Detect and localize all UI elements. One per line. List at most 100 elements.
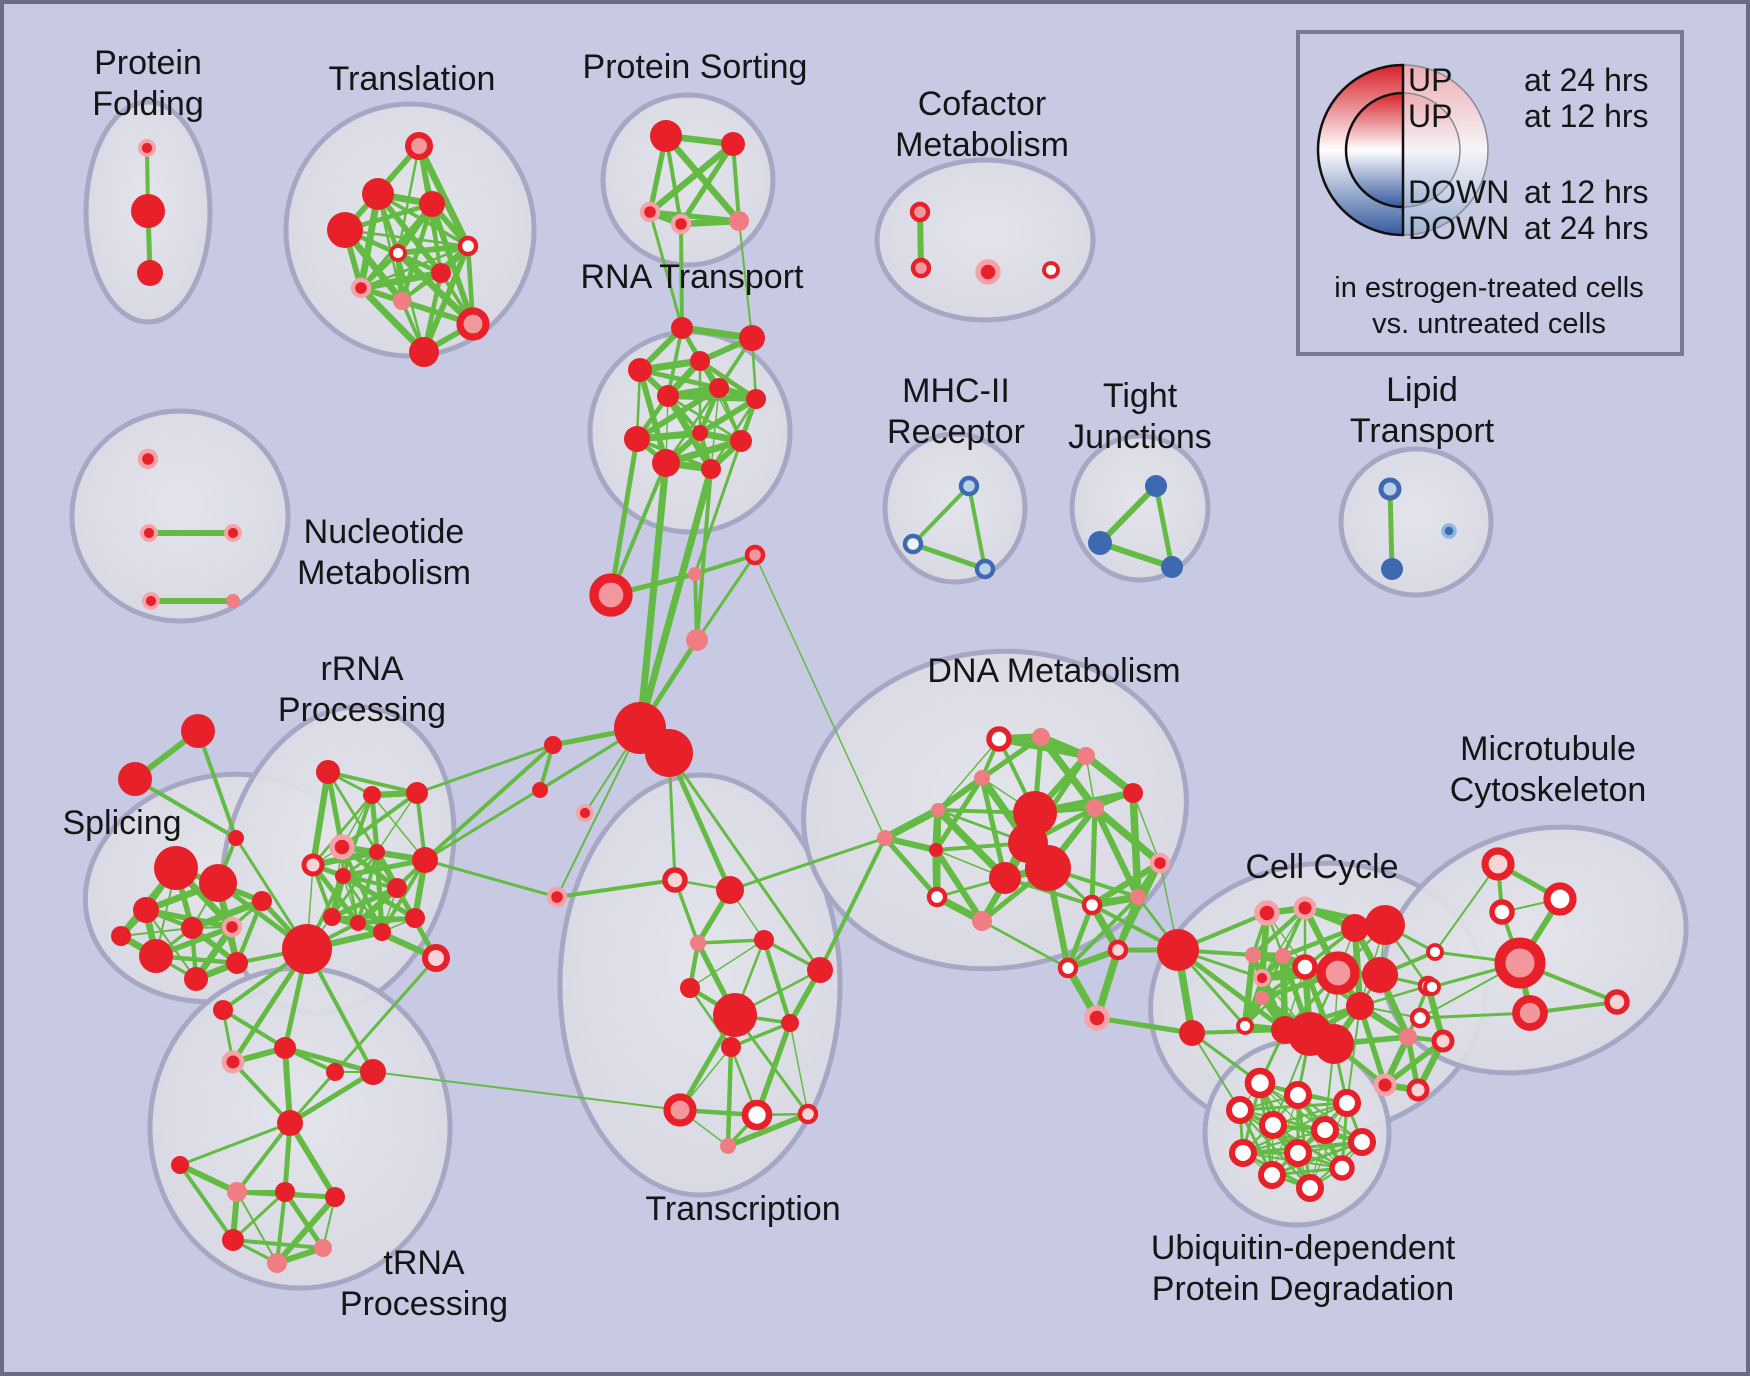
gene-node-mt9	[1409, 1007, 1431, 1029]
labels-layer: Protein Folding Translation Protein Sorting…	[62, 44, 1646, 1323]
gene-node-rt6	[709, 378, 729, 398]
gene-node-mt2	[1543, 882, 1577, 916]
gene-node-tnhub	[277, 1110, 303, 1136]
cluster-label-splicing: Splicing	[62, 804, 181, 842]
edge-translation	[343, 228, 470, 248]
gene-node-mt6	[1604, 989, 1630, 1015]
edge-link	[693, 572, 699, 642]
edge-rrna-processing	[356, 850, 379, 925]
edge-link	[1387, 486, 1395, 572]
edge-transcription	[789, 1022, 809, 1115]
gene-node-x4	[546, 886, 568, 908]
cluster-ellipse-lipid-transport	[1338, 446, 1494, 598]
gene-node-tn10	[267, 1253, 287, 1273]
edge-dna-metabolism	[934, 774, 986, 814]
edge-rna-transport	[697, 396, 759, 436]
edge-link	[178, 1121, 292, 1167]
gene-node-tn8	[325, 1187, 345, 1207]
edge-link	[666, 750, 733, 893]
gene-node-dm6	[877, 830, 893, 846]
gene-node-ps1	[650, 120, 682, 152]
edge-ubiquitin-degradation	[1270, 1101, 1349, 1177]
edge-trna-processing	[274, 1194, 338, 1266]
edge-rrna-processing	[311, 793, 374, 867]
edge-rrna-processing	[326, 770, 379, 854]
gene-node-rt2	[739, 325, 765, 351]
gene-node-cc16	[1346, 992, 1374, 1020]
gene-node-rt8	[624, 426, 650, 452]
cluster-label-rrna-processing: rRNA Processing	[278, 650, 446, 729]
edge-protein-sorting	[662, 132, 743, 225]
edge-link	[693, 553, 757, 576]
edge-transcription	[761, 937, 793, 1026]
edge-protein-sorting	[646, 140, 737, 216]
edge-link	[133, 777, 238, 840]
cluster-label-microtubule-cytoskeleton: Microtubule Cytoskeleton	[1450, 730, 1647, 809]
gene-node-t6	[389, 244, 407, 262]
edge-cell-cycle	[1241, 951, 1257, 1030]
gene-node-t1	[404, 131, 434, 161]
gene-node-ps2	[721, 132, 745, 156]
gene-node-rt12	[701, 459, 721, 479]
gene-node-cf2	[910, 257, 932, 279]
legend-direction-3: DOWN	[1408, 210, 1509, 246]
gene-node-ub5	[1258, 1110, 1288, 1140]
edge-rrna-processing	[326, 770, 419, 795]
edge-trna-processing	[177, 1162, 240, 1195]
edge-cell-cycle	[1261, 907, 1306, 979]
gene-node-n2	[140, 524, 158, 542]
edge-link	[636, 459, 670, 732]
edge-rna-transport	[710, 387, 720, 470]
edge-link	[608, 436, 640, 598]
gene-node-pf2	[131, 194, 165, 228]
edge-dna-metabolism	[1089, 805, 1098, 908]
gene-node-dm3	[1077, 747, 1095, 765]
gene-node-rr9	[412, 847, 438, 873]
gene-node-m1	[958, 475, 980, 497]
gene-node-rr6	[335, 868, 351, 884]
edge-link	[1346, 1005, 1361, 1104]
gene-node-ub2	[1283, 1080, 1313, 1110]
gene-node-rr4	[329, 834, 355, 860]
gene-node-ps4	[670, 213, 692, 235]
gene-node-rr7	[369, 844, 385, 860]
gene-node-cc4	[1365, 905, 1405, 945]
gene-node-rr14	[405, 908, 425, 928]
edge-link	[415, 743, 555, 795]
gene-node-c4	[686, 629, 708, 651]
edge-trna-processing	[287, 1120, 338, 1200]
gene-node-t7	[431, 263, 451, 283]
edge-link	[695, 553, 757, 642]
gene-node-tc12	[797, 1103, 819, 1125]
gene-node-pf3	[137, 260, 163, 286]
edge-dna-metabolism	[1065, 902, 1095, 971]
gene-node-ub8	[1228, 1138, 1258, 1168]
gene-node-rr2	[363, 786, 381, 804]
gene-node-rt5	[657, 385, 679, 407]
gene-node-c2	[688, 567, 702, 581]
gene-node-pf1	[138, 139, 156, 157]
gene-node-dm13	[1025, 845, 1071, 891]
legend-footnote-1: vs. untreated cells	[1372, 308, 1606, 340]
gene-node-cc20	[1431, 1029, 1455, 1053]
edge-rrna-processing	[309, 768, 332, 869]
edge-trna-processing	[231, 1060, 292, 1125]
gene-node-t5	[457, 235, 479, 257]
cluster-label-tight-junctions: Tight Junctions	[1068, 377, 1212, 456]
gene-node-cc15	[1314, 1024, 1354, 1064]
gene-node-c1	[589, 573, 633, 617]
edge-link	[196, 729, 238, 840]
gene-node-ub6	[1310, 1115, 1340, 1145]
gene-node-cc19	[1406, 1078, 1430, 1102]
gene-node-t10	[456, 307, 490, 341]
gene-node-ub12	[1295, 1173, 1325, 1203]
gene-node-cc9	[1316, 951, 1360, 995]
gene-node-tc9	[721, 1037, 741, 1057]
gene-node-tc1	[662, 867, 688, 893]
edge-link	[738, 220, 753, 339]
gene-node-cc11	[1255, 991, 1269, 1005]
gene-node-dm19	[1107, 939, 1129, 961]
edge-link	[754, 554, 886, 839]
